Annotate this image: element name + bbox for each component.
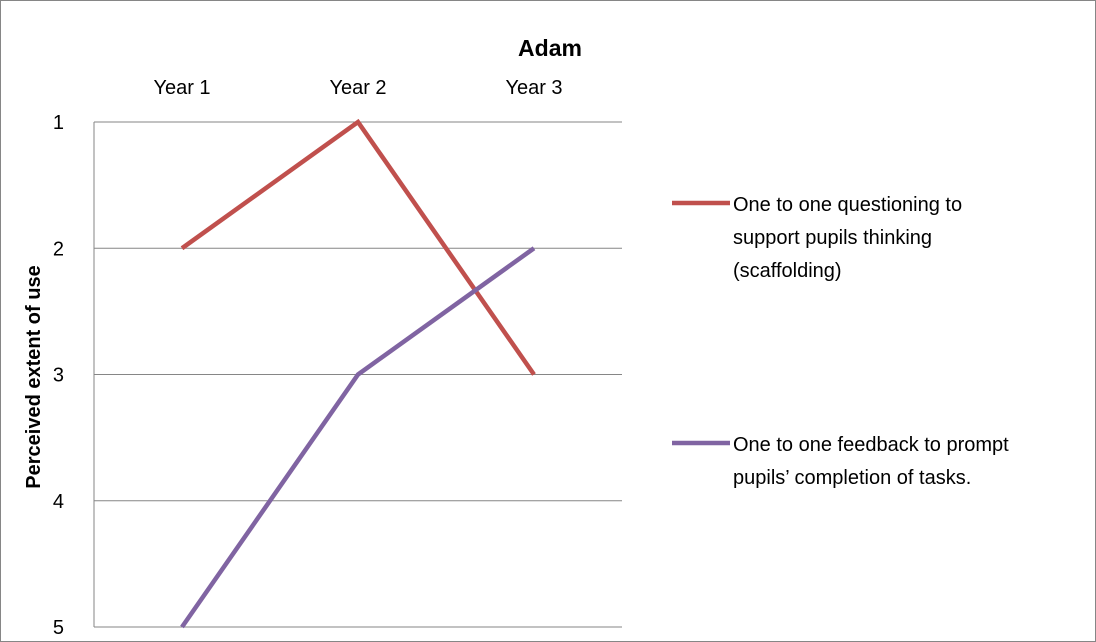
legend-label-1-line-1: One to one questioning to bbox=[733, 194, 962, 216]
x-tick-label-2: Year 2 bbox=[329, 77, 386, 99]
y-tick-label-3: 3 bbox=[53, 365, 64, 387]
x-tick-label-1: Year 1 bbox=[153, 77, 210, 99]
x-axis-ticks: Year 1 Year 2 Year 3 bbox=[153, 77, 562, 99]
y-axis-ticks: 1 2 3 4 5 bbox=[53, 112, 64, 639]
x-tick-label-3: Year 3 bbox=[505, 77, 562, 99]
y-tick-label-1: 1 bbox=[53, 112, 64, 134]
series-lines bbox=[180, 118, 536, 629]
legend-label-1-line-3: (scaffolding) bbox=[733, 260, 842, 282]
y-tick-label-4: 4 bbox=[53, 491, 64, 513]
chart-title: Adam bbox=[518, 35, 582, 61]
y-axis-title: Perceived extent of use bbox=[23, 265, 45, 488]
y-tick-label-5: 5 bbox=[53, 617, 64, 639]
legend: One to one questioning to support pupils … bbox=[672, 194, 1009, 489]
y-tick-label-2: 2 bbox=[53, 238, 64, 260]
legend-label-2-line-2: pupils’ completion of tasks. bbox=[733, 467, 971, 489]
legend-label-2-line-1: One to one feedback to prompt bbox=[733, 434, 1009, 456]
series-line-2 bbox=[180, 246, 536, 629]
legend-label-1-line-2: support pupils thinking bbox=[733, 227, 932, 249]
